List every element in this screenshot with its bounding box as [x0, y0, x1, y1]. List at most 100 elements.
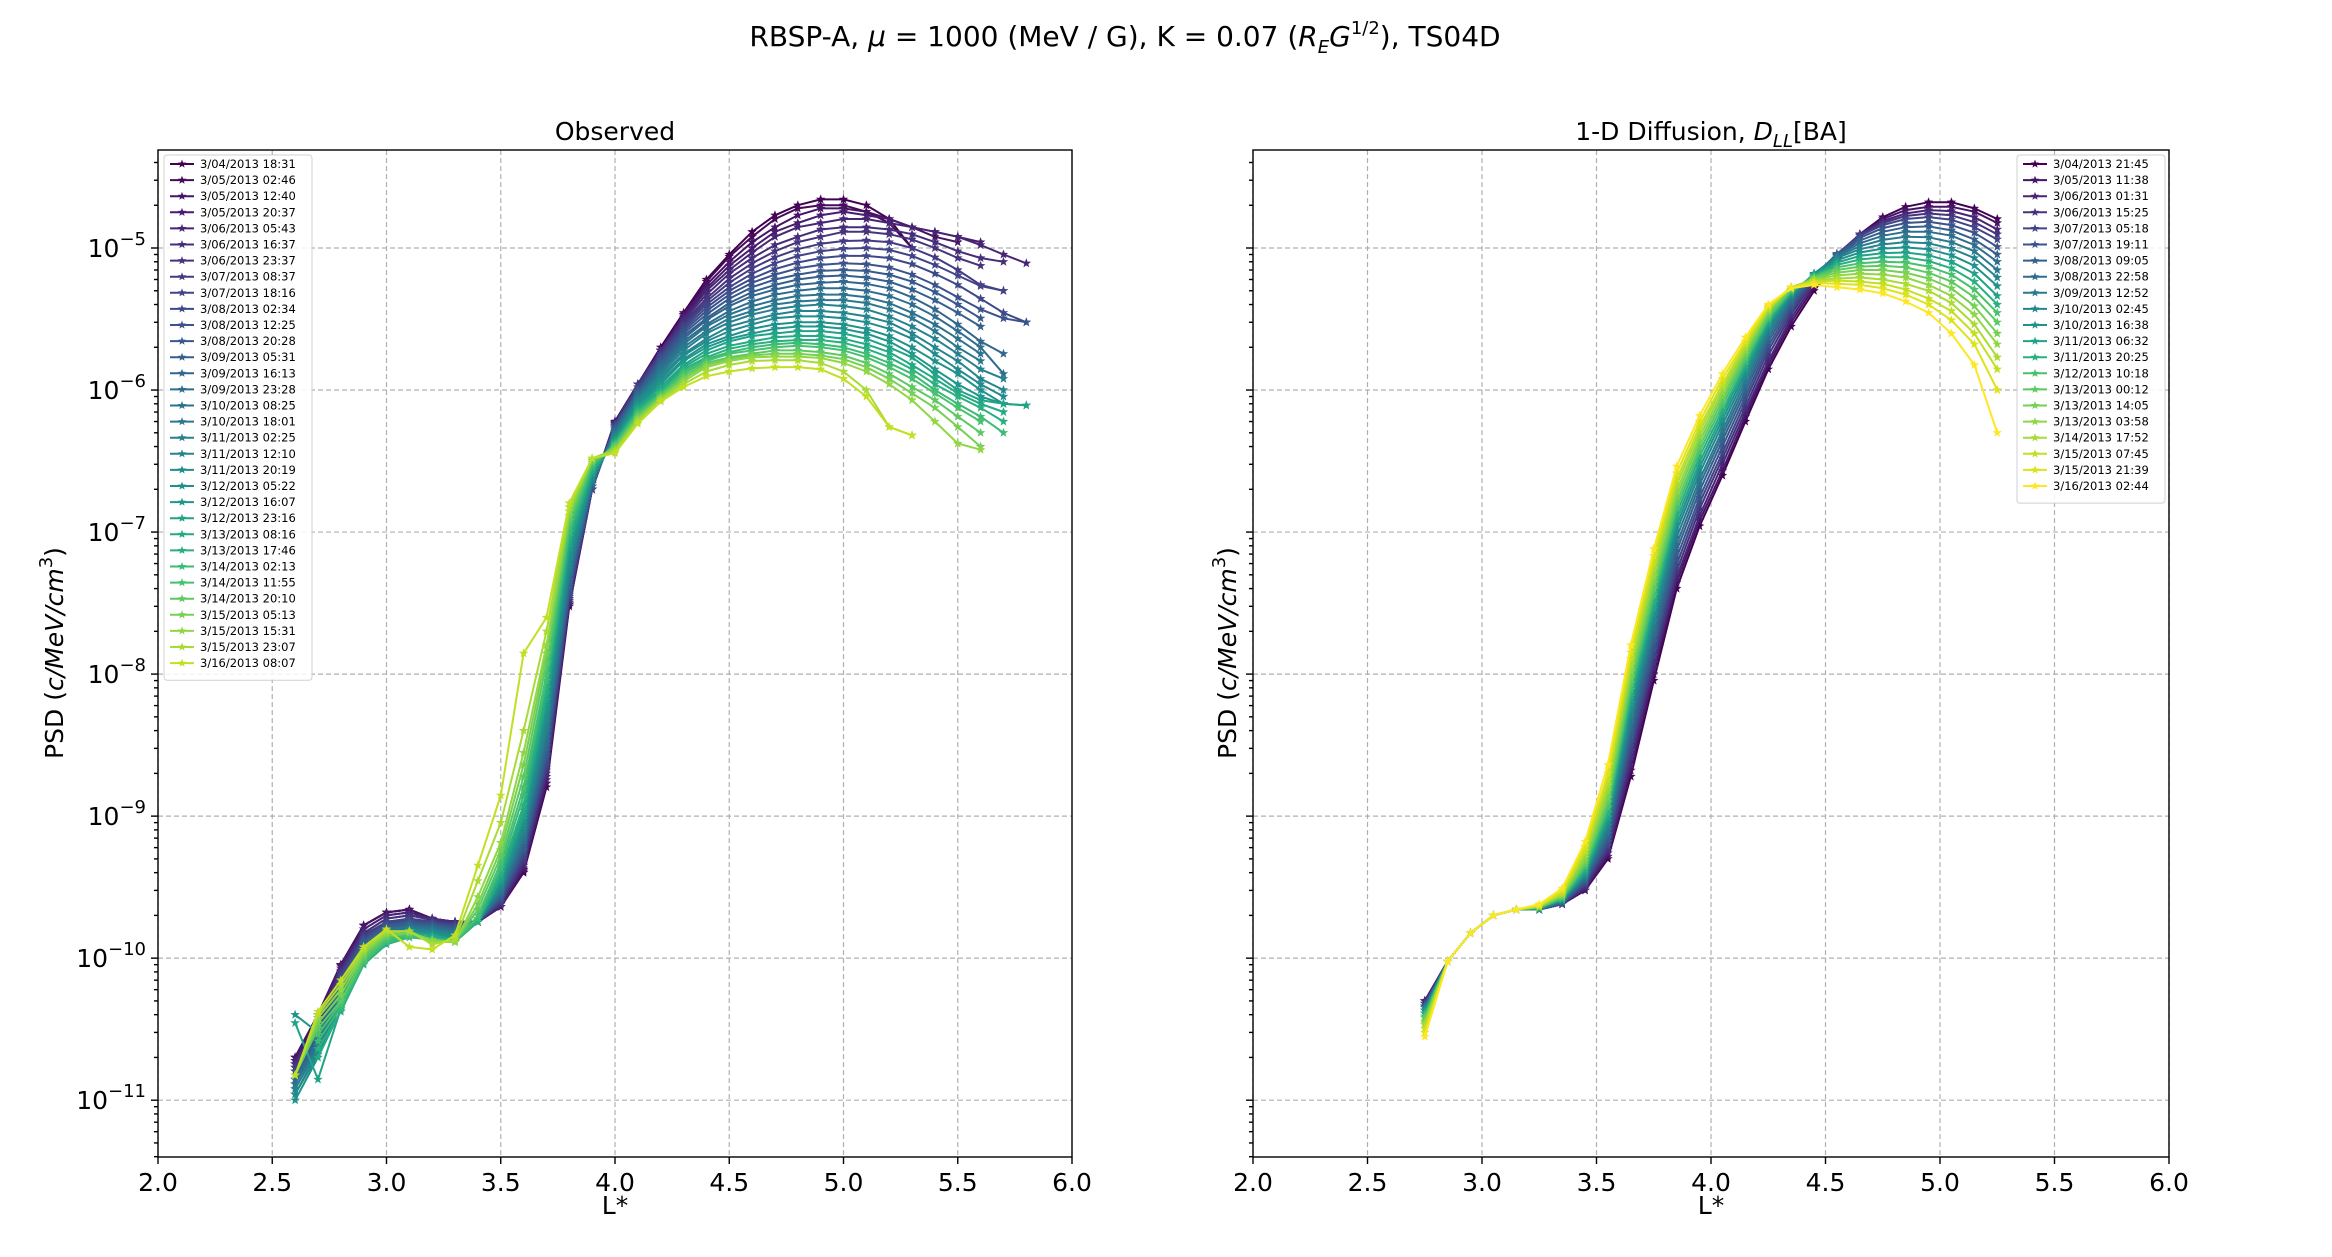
- data-point: [518, 821, 529, 831]
- data-point: [998, 427, 1009, 437]
- data-point: [815, 238, 826, 248]
- data-point: [1671, 577, 1682, 587]
- figure-title: RBSP-A, μ = 1000 (MeV / G), K = 0.07 (RE…: [749, 18, 1500, 58]
- data-point: [1809, 279, 1819, 289]
- data-point: [861, 333, 872, 343]
- data-point: [1603, 802, 1613, 812]
- data-point: [1969, 222, 1980, 232]
- data-point: [496, 844, 506, 854]
- data-point: [1855, 284, 1865, 294]
- legend-label: 3/04/2013 18:31: [200, 157, 296, 171]
- data-point: [1420, 1031, 1430, 1041]
- data-point: [793, 321, 803, 331]
- data-point: [907, 259, 917, 269]
- y-tick-label: 10−9: [88, 797, 146, 831]
- legend-marker: [177, 384, 187, 393]
- legend-marker: [2030, 336, 2040, 345]
- data-point: [861, 385, 872, 395]
- data-point: [1671, 479, 1682, 489]
- data-point: [770, 258, 780, 268]
- data-point: [770, 222, 780, 232]
- data-point: [793, 274, 803, 284]
- y-tick-label: 10−10: [76, 939, 146, 973]
- data-point: [975, 364, 986, 374]
- data-point: [1992, 299, 2002, 309]
- data-point: [1649, 583, 1659, 593]
- data-point: [953, 299, 963, 309]
- data-point: [1763, 328, 1773, 338]
- x-tick-label: 6.0: [1052, 1168, 1092, 1197]
- data-point: [336, 984, 346, 994]
- legend-diffusion: 3/04/2013 21:45 3/05/2013 11:38 3/06/2013 …: [2016, 154, 2166, 504]
- data-point: [1900, 272, 1911, 282]
- data-point: [1786, 293, 1796, 303]
- data-point: [1969, 212, 1980, 222]
- data-point: [975, 313, 986, 323]
- data-point: [907, 395, 917, 405]
- data-point: [1671, 559, 1682, 569]
- data-point: [1649, 657, 1659, 667]
- data-point: [998, 307, 1009, 317]
- data-point: [884, 368, 894, 378]
- y-tick-label: 10−6: [88, 371, 146, 405]
- legend-marker: [177, 175, 187, 184]
- legend-box: [2016, 154, 2166, 504]
- data-point: [1671, 491, 1682, 501]
- y-tick-label: 10−11: [76, 1081, 146, 1115]
- data-point: [861, 323, 872, 333]
- data-point: [1649, 636, 1659, 646]
- legend-item: 3/10/2013 16:38: [2023, 318, 2149, 332]
- series-line: [290, 306, 1009, 1099]
- series-line: [290, 235, 1009, 1072]
- data-point: [518, 818, 529, 828]
- data-point: [838, 328, 849, 338]
- data-point: [1649, 663, 1659, 673]
- data-point: [1946, 250, 1957, 260]
- data-point: [884, 323, 894, 333]
- series-path: [294, 310, 1004, 1095]
- data-point: [1021, 258, 1032, 268]
- data-point: [884, 218, 894, 227]
- data-point: [496, 867, 506, 877]
- legend-label: 3/08/2013 09:05: [2053, 254, 2149, 268]
- data-point: [1603, 759, 1613, 769]
- series-path: [317, 339, 1005, 1050]
- legend-label: 3/10/2013 18:01: [200, 415, 296, 429]
- data-point: [1992, 317, 2002, 327]
- data-point: [473, 875, 483, 885]
- data-point: [838, 345, 849, 355]
- legend-marker: [177, 159, 187, 168]
- data-point: [1580, 841, 1590, 851]
- data-point: [815, 203, 826, 213]
- legend-marker: [177, 658, 187, 667]
- data-point: [518, 771, 529, 781]
- data-point: [1717, 419, 1728, 429]
- data-point: [815, 277, 826, 287]
- data-point: [1694, 515, 1705, 525]
- data-point: [953, 379, 963, 389]
- legend-item: 3/11/2013 20:19: [170, 463, 296, 477]
- data-point: [770, 284, 780, 294]
- y-tick-label: 10−7: [88, 513, 146, 547]
- data-point: [1763, 350, 1773, 360]
- data-point: [793, 311, 803, 321]
- data-point: [1900, 284, 1911, 294]
- data-point: [1969, 268, 1980, 278]
- data-point: [861, 265, 872, 275]
- data-point: [838, 214, 849, 224]
- legend-item: 3/08/2013 09:05: [2023, 254, 2149, 268]
- x-tick-label: 2.0: [1233, 1168, 1273, 1197]
- data-point: [1603, 768, 1613, 778]
- data-point: [1021, 317, 1032, 327]
- data-point: [1671, 572, 1682, 582]
- data-point: [998, 348, 1009, 358]
- legend-marker: [177, 626, 187, 635]
- data-point: [496, 870, 506, 880]
- panel-title-observed: Observed: [555, 117, 675, 146]
- data-point: [1603, 780, 1613, 790]
- data-point: [1626, 745, 1636, 755]
- legend-item: 3/06/2013 16:37: [170, 238, 296, 252]
- data-point: [336, 975, 346, 985]
- data-point: [1900, 226, 1911, 236]
- data-point: [1786, 299, 1796, 309]
